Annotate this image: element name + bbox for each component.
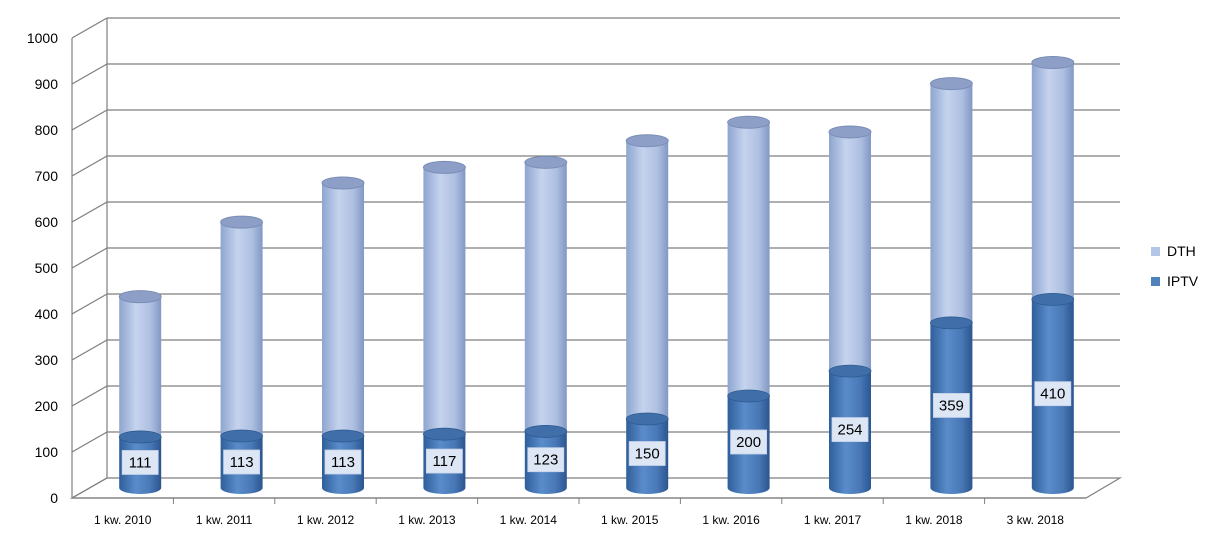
- bar-top-cap: [422, 160, 466, 174]
- legend-label: DTH: [1167, 243, 1196, 259]
- bar-top-cap: [524, 155, 568, 169]
- bar-dth: [930, 83, 973, 329]
- data-labels: 111 113 113 117 123 150 200 254 359 410: [121, 381, 1072, 475]
- data-label-box: [425, 448, 463, 474]
- data-label-box: [730, 429, 767, 455]
- x-category-label: 3 kw. 2018: [1007, 513, 1065, 527]
- bar-top-cap: [727, 115, 771, 129]
- x-category-label: 1 kw. 2018: [905, 513, 963, 527]
- side-gridline: [71, 109, 108, 131]
- bar-top-cap: [118, 290, 162, 304]
- bar-top-cap: [321, 176, 365, 190]
- side-gridline: [71, 201, 108, 223]
- data-label-box: [324, 449, 362, 475]
- y-tick-label: 0: [50, 490, 58, 506]
- data-label: 410: [1040, 386, 1065, 403]
- side-gridline: [71, 385, 108, 407]
- bar-dth: [626, 140, 669, 425]
- bars: [118, 56, 1075, 494]
- bar-top-cap: [929, 77, 973, 91]
- data-label-box: [121, 450, 159, 475]
- side-gridline: [71, 155, 108, 177]
- bar-segment-cap: [727, 389, 770, 403]
- data-label-box: [527, 447, 565, 473]
- x-category-label: 1 kw. 2011: [196, 513, 253, 527]
- side-gridline: [71, 17, 108, 39]
- axes: 0 100 200 300 400 500 600 700 800 900 1000 1 kw. 20…: [27, 30, 1086, 527]
- y-tick-label: 1000: [27, 30, 58, 46]
- y-tick-label: 200: [35, 398, 59, 414]
- data-label-box: [1034, 381, 1072, 407]
- side-gridline: [71, 431, 108, 453]
- y-tick-label: 800: [35, 122, 59, 138]
- y-tick-label: 100: [35, 444, 59, 460]
- bar-segment-cap: [930, 316, 973, 330]
- bar-segment-cap: [524, 425, 568, 438]
- y-tick-label: 600: [35, 214, 59, 230]
- y-tick-label: 300: [35, 352, 59, 368]
- data-label: 111: [129, 454, 152, 471]
- y-tick-label: 900: [35, 76, 59, 92]
- bar-dth: [524, 162, 567, 438]
- data-label: 150: [635, 446, 660, 463]
- x-category-label: 1 kw. 2013: [398, 513, 456, 527]
- x-category-label: 1 kw. 2016: [702, 513, 760, 527]
- data-label-box: [831, 417, 869, 442]
- legend-swatch: [1151, 277, 1160, 286]
- bar-top-cap: [1031, 56, 1075, 69]
- bar-dth: [119, 296, 162, 443]
- side-gridline: [71, 63, 108, 85]
- x-category-label: 1 kw. 2010: [94, 513, 152, 527]
- y-tick-label: 700: [35, 168, 59, 184]
- y-tick-label: 400: [35, 306, 59, 322]
- bar-segment-cap: [118, 430, 162, 444]
- y-tick-label: 500: [35, 260, 59, 276]
- legend-swatch: [1151, 247, 1160, 256]
- data-label: 254: [837, 422, 862, 439]
- data-label: 117: [432, 453, 456, 470]
- bar-top-cap: [828, 125, 872, 139]
- data-label: 113: [331, 454, 355, 471]
- bar-top-cap: [625, 134, 669, 148]
- side-gridline: [71, 293, 108, 315]
- data-label-box: [933, 393, 970, 418]
- bar-dth: [220, 222, 263, 443]
- x-category-label: 1 kw. 2014: [500, 513, 558, 527]
- bar-dth: [829, 131, 871, 378]
- bar-dth: [322, 183, 364, 443]
- x-category-label: 1 kw. 2017: [804, 513, 862, 527]
- side-gridline: [71, 247, 108, 269]
- data-label: 123: [533, 452, 558, 469]
- bar-dth: [727, 122, 770, 403]
- x-category-label: 1 kw. 2012: [297, 513, 355, 527]
- bar-dth: [423, 167, 466, 441]
- legend: DTH IPTV: [1151, 243, 1199, 289]
- bar-segment-cap: [828, 364, 872, 378]
- side-gridline: [71, 339, 108, 361]
- bar-top-cap: [220, 215, 264, 229]
- data-label-box: [223, 449, 261, 475]
- bar-dth: [1031, 62, 1074, 306]
- bar-segment-cap: [220, 429, 264, 443]
- legend-label: IPTV: [1167, 273, 1199, 289]
- data-label: 359: [939, 397, 964, 414]
- data-label: 113: [230, 454, 254, 471]
- bar-segment-cap: [321, 429, 365, 443]
- data-label: 200: [736, 434, 761, 451]
- x-category-label: 1 kw. 2015: [601, 513, 659, 527]
- data-label-box: [628, 441, 666, 466]
- bar-segment-cap: [625, 412, 669, 426]
- bar-segment-cap: [1031, 292, 1075, 306]
- bar-segment-cap: [422, 427, 466, 441]
